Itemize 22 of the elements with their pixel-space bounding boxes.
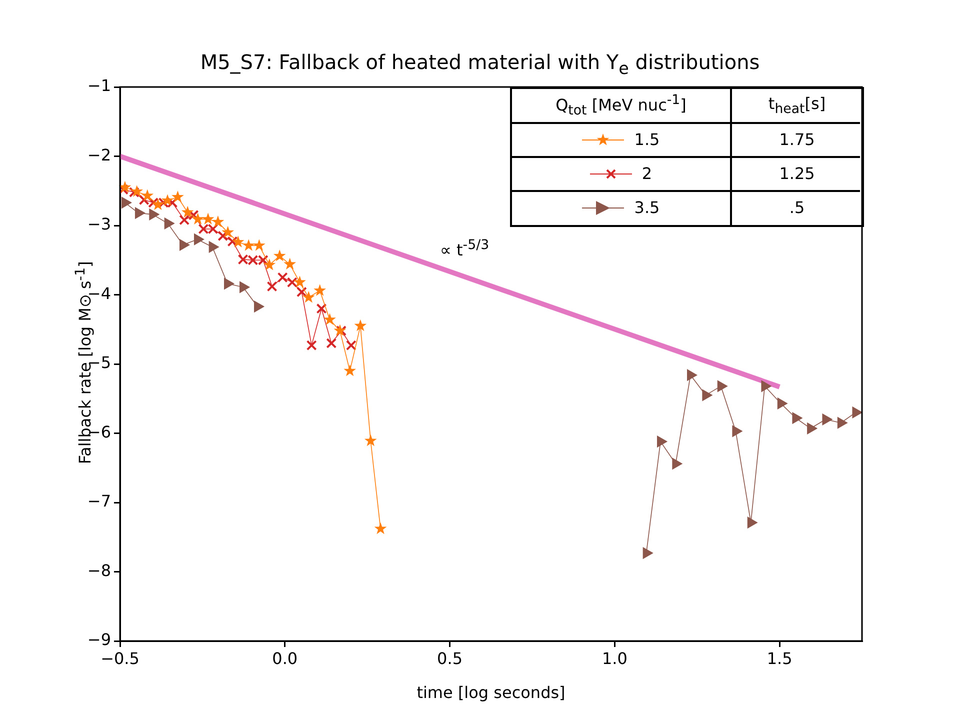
x-tick-label: 1.0 xyxy=(602,648,628,668)
annotation: Q$_{tot}$ [MeV nuc$^{-1}$] xyxy=(554,92,688,120)
annotation: .5 xyxy=(731,191,862,225)
y-tick-label: −8 xyxy=(87,560,111,580)
x-axis-title: time [log seconds] xyxy=(416,683,566,702)
y-tick-label: −2 xyxy=(87,145,111,164)
y-tick-label: −3 xyxy=(87,214,111,234)
annotation: 1.75 xyxy=(731,123,862,157)
x-tick-label: −0.5 xyxy=(100,648,140,668)
legend-label: 3.5 xyxy=(633,196,661,219)
annotation: t$_{heat}$[s] xyxy=(731,89,862,123)
legend-label: 2 xyxy=(640,162,654,185)
chart-title: M5_S7: Fallback of heated material with Y$_{e}$ distributions xyxy=(199,50,761,78)
y-tick-label: −9 xyxy=(87,630,111,650)
x-tick-label: 0.0 xyxy=(272,648,298,668)
x-tick-label: 1.5 xyxy=(766,648,792,668)
annotation: ∝ t$^{-5/3}$ xyxy=(440,238,490,260)
y-tick-label: −1 xyxy=(87,76,111,96)
legend-label: 1.5 xyxy=(633,128,661,151)
annotation: 1.25 xyxy=(731,157,862,191)
y-tick-label: −7 xyxy=(87,492,111,511)
x-tick-label: 0.5 xyxy=(437,648,463,668)
